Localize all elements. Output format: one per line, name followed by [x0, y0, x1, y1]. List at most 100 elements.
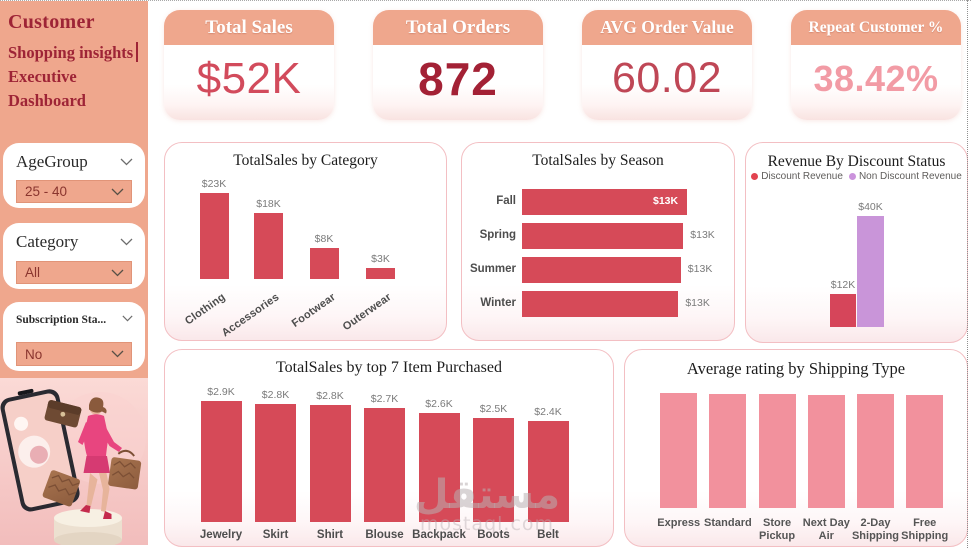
bar[interactable] — [857, 216, 884, 327]
kpi-total-sales: Total Sales $52K — [164, 10, 334, 120]
legend-item[interactable]: Discount Revenue — [751, 171, 843, 182]
legend-dot-icon — [751, 173, 759, 180]
bar[interactable] — [255, 403, 296, 522]
kpi-avg-order-value: AVG Order Value 60.02 — [582, 10, 752, 120]
ylabel: Fall — [496, 194, 516, 207]
dlabel-h: $13K — [687, 262, 713, 275]
legend-label: Non Discount Revenue — [858, 171, 962, 182]
xlabel-rot: Clothing — [182, 290, 228, 327]
dlabel: $23K — [201, 178, 227, 191]
bar[interactable] — [522, 222, 684, 249]
bar[interactable] — [527, 420, 569, 522]
chart-revenue-by-discount-status: Revenue By Discount Status Discount Reve… — [745, 142, 968, 343]
bar[interactable] — [418, 413, 460, 522]
legend-item[interactable]: Non Discount Revenue — [848, 171, 962, 182]
chart-title: TotalSales by Season — [532, 152, 664, 169]
dlabel-h: $13K — [690, 228, 715, 241]
agegroup-select[interactable]: 25 - 40 — [16, 180, 132, 203]
bar[interactable] — [829, 293, 857, 327]
chart-totalsales-by-category: TotalSales by Category $23K Clothing $18K A… — [164, 142, 447, 341]
chart-legend: Discount Revenue Non Discount Revenue — [746, 171, 967, 182]
bar[interactable] — [522, 188, 687, 215]
kpi-repeat-customer-value: 38.42% — [813, 57, 939, 99]
bar[interactable] — [366, 267, 395, 280]
chevron-down-icon — [111, 350, 124, 358]
chart-totalsales-by-top7-items: TotalSales by top 7 Item Purchased $2.9K… — [164, 349, 614, 547]
bar[interactable] — [857, 394, 894, 508]
xlabel-wrap: Express — [657, 517, 701, 529]
text-cursor — [136, 42, 139, 62]
kpi-total-orders-header: Total Orders — [373, 10, 543, 45]
bar[interactable] — [199, 193, 229, 280]
xlabel: Blouse — [365, 529, 404, 541]
dlabel: $8K — [314, 233, 334, 246]
kpi-total-orders-value: 872 — [418, 52, 498, 105]
dlabel: $2.8K — [261, 388, 290, 401]
xlabel-rot: Footwear — [289, 290, 338, 330]
bar[interactable] — [309, 405, 351, 522]
chart-totalsales-by-season: TotalSales by Season Fall $13K Spring $13K S… — [461, 142, 735, 341]
legend-dot-icon — [848, 173, 856, 180]
kpi-avg-order-value-value: 60.02 — [611, 54, 723, 102]
legend-label: Discount Revenue — [761, 171, 843, 182]
xlabel: Backpack — [412, 529, 466, 541]
chart-title: Revenue By Discount Status — [767, 153, 946, 170]
kpi-avg-order-value-header: AVG Order Value — [582, 10, 752, 45]
xlabel-wrap: 2-Day Shipping — [851, 517, 900, 542]
bar[interactable] — [807, 394, 845, 508]
bar[interactable] — [364, 407, 405, 522]
bar[interactable] — [709, 394, 747, 508]
bar[interactable] — [660, 393, 698, 508]
bar[interactable] — [309, 248, 339, 280]
bar[interactable] — [200, 401, 242, 522]
chart-average-rating-by-shipping-type: Average rating by Shipping Type Express S… — [624, 349, 968, 547]
bar[interactable] — [254, 212, 283, 280]
category-label: Category — [16, 232, 79, 251]
xlabel: Skirt — [262, 529, 289, 541]
kpi-repeat-customer-header: Repeat Customer % — [791, 10, 961, 45]
filter-subscription: Subscription Sta... No — [3, 302, 145, 371]
bar[interactable] — [758, 394, 796, 508]
kpi-total-sales-header: Total Sales — [164, 10, 334, 45]
dlabel: $2.6K — [425, 398, 453, 411]
subscription-label: Subscription Sta... — [16, 314, 107, 326]
kpi-repeat-customer: Repeat Customer % 38.42% — [791, 10, 961, 120]
dlabel: $2.8K — [316, 390, 344, 403]
title-line-customer: Customer — [8, 11, 95, 33]
dlabel: $40K — [858, 201, 883, 213]
chart-title: Average rating by Shipping Type — [686, 359, 906, 378]
sidebar: Customer Shopping insights Executive Das… — [0, 1, 148, 545]
title-line-shopping: Shopping insights — [8, 41, 144, 65]
xlabel-rot: Outerwear — [341, 290, 394, 333]
agegroup-value: 25 - 40 — [25, 184, 68, 199]
xlabel: Shirt — [316, 529, 344, 541]
ylabel: Summer — [469, 262, 516, 275]
page-boundary-right — [967, 0, 968, 548]
xlabel-wrap: Free Shipping — [901, 517, 949, 542]
bar[interactable] — [906, 395, 944, 508]
dlabel: $2.9K — [207, 386, 235, 398]
dlabel: $12K — [830, 278, 856, 291]
bar[interactable] — [522, 256, 681, 283]
dlabel-in: $13K — [653, 194, 679, 207]
xlabel-wrap: Standard — [704, 517, 752, 529]
xlabel-wrap: Next Day Air — [802, 517, 850, 542]
dlabel: $2.4K — [534, 405, 562, 418]
bar[interactable] — [473, 417, 514, 522]
kpi-total-sales-value: $52K — [196, 53, 302, 103]
xlabel: Belt — [537, 529, 559, 541]
xlabel-rot: Accessories — [220, 290, 282, 339]
chevron-down-icon[interactable] — [120, 238, 133, 246]
dlabel: $2.7K — [370, 392, 399, 405]
bar[interactable] — [522, 290, 679, 317]
category-value: All — [25, 265, 41, 280]
chevron-down-icon[interactable] — [122, 315, 133, 322]
filter-agegroup: AgeGroup 25 - 40 — [3, 143, 145, 208]
chevron-down-icon[interactable] — [120, 158, 133, 166]
ylabel: Winter — [480, 296, 516, 309]
kpi-total-orders: Total Orders 872 — [373, 10, 543, 120]
dlabel: $2.5K — [479, 402, 508, 415]
category-select[interactable]: All — [16, 261, 132, 284]
subscription-select[interactable]: No — [16, 342, 132, 366]
